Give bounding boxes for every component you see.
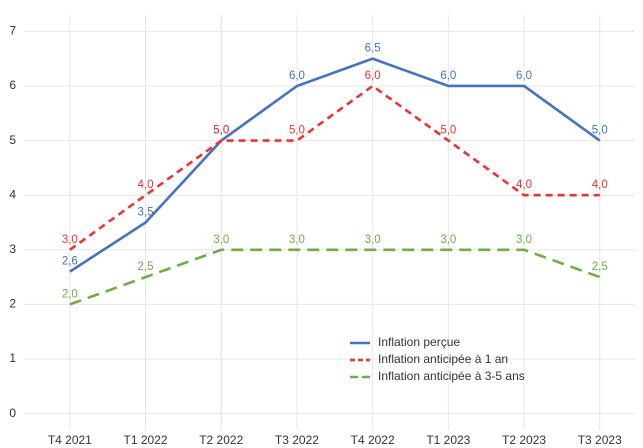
value-label: 2,0 xyxy=(62,288,78,300)
y-tick-label: 3 xyxy=(9,242,16,256)
value-label: 3,0 xyxy=(289,234,305,246)
series-line xyxy=(69,248,601,306)
series-line xyxy=(69,84,600,251)
value-label: 5,0 xyxy=(213,125,229,137)
value-label: 4,0 xyxy=(592,179,608,191)
x-tick-label: T2 2022 xyxy=(199,433,243,447)
x-tick-label: T1 2023 xyxy=(426,433,470,447)
y-tick-label: 2 xyxy=(9,297,16,311)
value-label: 6,0 xyxy=(365,70,381,82)
value-label: 5,0 xyxy=(213,125,229,137)
x-tick-label: T2 2023 xyxy=(502,433,546,447)
value-label: 3,0 xyxy=(62,234,78,246)
legend-label: Inflation anticipée à 3-5 ans xyxy=(378,369,525,383)
x-tick-label: T3 2023 xyxy=(578,433,622,447)
legend-label: Inflation perçue xyxy=(378,335,460,349)
value-label: 4,0 xyxy=(138,179,154,191)
x-tick-label: T1 2022 xyxy=(124,433,168,447)
y-tick-label: 1 xyxy=(9,351,16,365)
y-tick-label: 5 xyxy=(9,133,16,147)
series-line xyxy=(69,57,601,273)
x-tick-label: T4 2021 xyxy=(48,433,92,447)
value-label: 6,0 xyxy=(516,70,532,82)
value-label: 3,0 xyxy=(365,234,381,246)
value-label: 6,5 xyxy=(365,43,381,55)
value-label: 3,0 xyxy=(213,234,229,246)
value-label: 6,0 xyxy=(289,70,305,82)
legend-label: Inflation anticipée à 1 an xyxy=(378,352,508,366)
value-label: 4,0 xyxy=(516,179,532,191)
y-tick-label: 0 xyxy=(9,406,16,420)
y-tick-label: 6 xyxy=(9,78,16,92)
value-label: 5,0 xyxy=(592,125,608,137)
value-label: 5,0 xyxy=(440,125,456,137)
y-tick-label: 4 xyxy=(9,187,16,201)
value-label: 5,0 xyxy=(289,125,305,137)
value-label: 2,5 xyxy=(138,261,154,273)
y-tick-label: 7 xyxy=(9,24,16,38)
value-label: 3,0 xyxy=(516,234,532,246)
value-label: 3,0 xyxy=(440,234,456,246)
value-label: 6,0 xyxy=(440,70,456,82)
x-tick-label: T4 2022 xyxy=(351,433,395,447)
value-label: 2,5 xyxy=(592,261,608,273)
value-label: 3,5 xyxy=(138,207,154,219)
x-tick-label: T3 2022 xyxy=(275,433,319,447)
value-label: 2,6 xyxy=(62,256,78,268)
